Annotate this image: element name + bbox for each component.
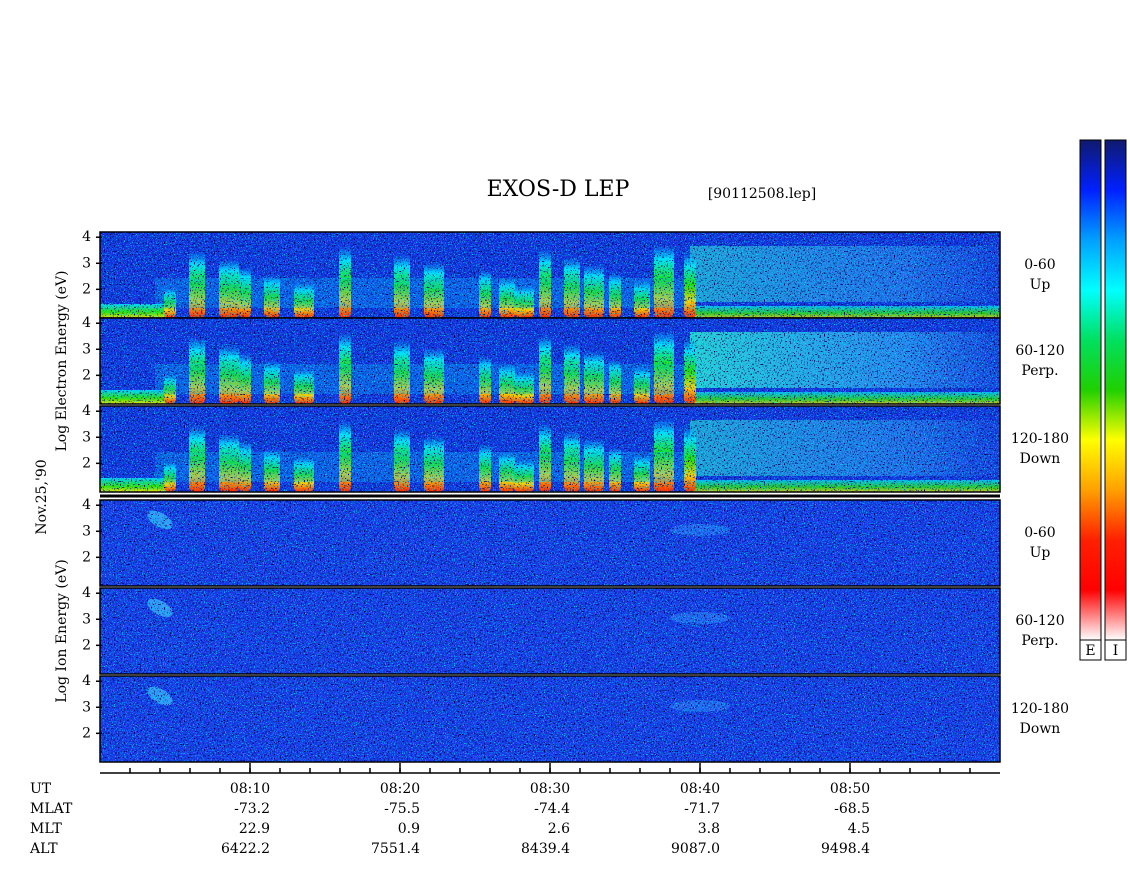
ephemeris-value: 4.5 (848, 821, 870, 837)
x-tick-label: 08:40 (680, 781, 720, 797)
panel-frame (99, 405, 1001, 493)
x-tick-label: 08:50 (830, 781, 870, 797)
ephemeris-value: -68.5 (834, 801, 870, 817)
ephemeris-value: -75.5 (384, 801, 420, 817)
ephemeris-value: 6422.2 (221, 841, 270, 857)
y-tick-label: 3 (82, 429, 91, 445)
colorbar (1079, 139, 1102, 641)
channel-direction: Perp. (1021, 363, 1058, 379)
channel-direction: Up (1030, 545, 1051, 561)
channel-direction: Up (1030, 277, 1051, 293)
channel-range: 60-120 (1015, 343, 1064, 359)
ephemeris-value: 2.6 (548, 821, 570, 837)
y-tick-label: 2 (82, 549, 91, 565)
x-tick-label: 08:30 (530, 781, 570, 797)
y-tick-label: 4 (82, 673, 91, 689)
colorbar-label: I (1113, 643, 1119, 659)
channel-direction: Down (1020, 721, 1061, 737)
y-tick-label: 4 (82, 497, 91, 513)
spectrogram-noise (100, 676, 1000, 762)
ephemeris-value: 3.8 (698, 821, 720, 837)
ephemeris-value: 8439.4 (521, 841, 570, 857)
ephemeris-value: -74.4 (534, 801, 570, 817)
x-tick-label: 08:10 (230, 781, 270, 797)
spectrogram-noise (100, 406, 1000, 492)
colorbar (1104, 139, 1127, 641)
y-tick-label: 2 (82, 637, 91, 653)
channel-range: 0-60 (1024, 257, 1055, 273)
ephemeris-value: 9498.4 (821, 841, 870, 857)
ephemeris-value: 9087.0 (671, 841, 720, 857)
y-tick-label: 2 (82, 455, 91, 471)
x-tick-label: 08:20 (380, 781, 420, 797)
ephemeris-value: -73.2 (234, 801, 270, 817)
y-tick-label: 3 (82, 699, 91, 715)
channel-range: 60-120 (1015, 613, 1064, 629)
ephemeris-value: 0.9 (398, 821, 420, 837)
panel-frame (99, 675, 1001, 763)
colorbar-label-box (1079, 639, 1102, 661)
y-axis-label: Log Electron Energy (eV) (54, 270, 70, 451)
row-label: MLAT (30, 801, 73, 817)
y-tick-label: 3 (82, 523, 91, 539)
panel-frame (99, 499, 1001, 587)
channel-range: 120-180 (1011, 431, 1069, 447)
date-label: Nov.25,'90 (34, 459, 50, 534)
channel-direction: Perp. (1021, 633, 1058, 649)
y-tick-label: 4 (82, 403, 91, 419)
spectrogram-noise (100, 500, 1000, 586)
ephemeris-value: 7551.4 (371, 841, 420, 857)
spectrogram-noise (100, 232, 1000, 318)
ephemeris-value: -71.7 (684, 801, 720, 817)
channel-range: 0-60 (1024, 525, 1055, 541)
row-label: UT (30, 781, 52, 797)
ephemeris-value: 22.9 (239, 821, 270, 837)
chart-subtitle: [90112508.lep] (708, 186, 816, 202)
y-tick-label: 2 (82, 281, 91, 297)
y-tick-label: 2 (82, 367, 91, 383)
channel-range: 120-180 (1011, 701, 1069, 717)
y-tick-label: 2 (82, 725, 91, 741)
colorbar-label-box (1104, 639, 1127, 661)
y-tick-label: 4 (82, 585, 91, 601)
spectrogram-noise (100, 588, 1000, 674)
row-label: ALT (29, 841, 58, 857)
channel-direction: Down (1020, 451, 1061, 467)
y-tick-label: 3 (82, 255, 91, 271)
y-tick-label: 4 (82, 229, 91, 245)
spectrogram-noise (100, 318, 1000, 404)
y-tick-label: 3 (82, 341, 91, 357)
colorbar-label: E (1085, 643, 1095, 659)
y-tick-label: 3 (82, 611, 91, 627)
panel-frame (99, 317, 1001, 405)
row-label: MLT (30, 821, 62, 837)
y-axis-label: Log Ion Energy (eV) (54, 559, 70, 702)
panel-frame (99, 587, 1001, 675)
y-tick-label: 4 (82, 315, 91, 331)
chart-title: EXOS-D LEP (487, 177, 630, 202)
